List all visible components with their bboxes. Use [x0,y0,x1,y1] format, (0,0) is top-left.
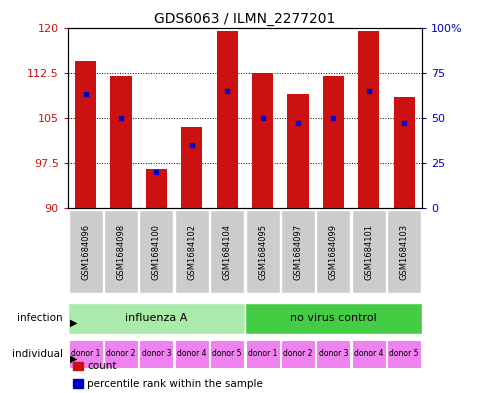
FancyBboxPatch shape [68,303,244,334]
Text: donor 1: donor 1 [247,349,277,358]
Text: GSM1684099: GSM1684099 [328,224,337,279]
FancyBboxPatch shape [316,340,350,368]
FancyBboxPatch shape [104,340,138,368]
Text: GSM1684102: GSM1684102 [187,224,196,279]
Bar [110,76,131,208]
FancyBboxPatch shape [280,210,315,293]
FancyBboxPatch shape [244,303,421,334]
FancyBboxPatch shape [351,340,385,368]
Text: percentile rank within the sample: percentile rank within the sample [87,378,263,389]
Text: no virus control: no virus control [289,313,376,323]
FancyBboxPatch shape [210,340,244,368]
Bar [146,169,166,208]
FancyBboxPatch shape [68,210,103,293]
Text: individual: individual [12,349,63,359]
FancyBboxPatch shape [245,340,279,368]
Bar [216,31,237,208]
Text: GSM1684103: GSM1684103 [399,224,408,279]
Text: count: count [87,361,117,371]
Text: donor 1: donor 1 [71,349,100,358]
FancyBboxPatch shape [280,340,315,368]
Bar [75,61,96,208]
FancyBboxPatch shape [104,210,138,293]
FancyBboxPatch shape [139,340,173,368]
Text: donor 2: donor 2 [106,349,136,358]
Text: donor 4: donor 4 [177,349,206,358]
Bar [358,31,378,208]
Text: GSM1684100: GSM1684100 [151,224,161,279]
Text: GSM1684097: GSM1684097 [293,224,302,279]
Bar [393,97,414,208]
Text: donor 5: donor 5 [389,349,418,358]
Text: donor 4: donor 4 [353,349,383,358]
Text: infection: infection [17,313,63,323]
Text: GSM1684098: GSM1684098 [116,224,125,279]
Text: GSM1684095: GSM1684095 [257,224,267,279]
Bar [252,73,272,208]
Text: GSM1684096: GSM1684096 [81,224,90,279]
Bar [322,76,343,208]
FancyBboxPatch shape [351,210,385,293]
Text: influenza A: influenza A [125,313,187,323]
Text: ▶: ▶ [70,353,77,364]
Text: ▶: ▶ [70,318,77,328]
FancyBboxPatch shape [174,340,209,368]
Title: GDS6063 / ILMN_2277201: GDS6063 / ILMN_2277201 [154,13,335,26]
Text: donor 3: donor 3 [141,349,171,358]
FancyBboxPatch shape [316,210,350,293]
FancyBboxPatch shape [245,210,279,293]
Bar [181,127,202,208]
FancyBboxPatch shape [386,210,421,293]
Text: GSM1684104: GSM1684104 [222,224,231,279]
Text: donor 2: donor 2 [283,349,312,358]
Text: GSM1684101: GSM1684101 [363,224,373,279]
Text: donor 3: donor 3 [318,349,348,358]
Text: donor 5: donor 5 [212,349,242,358]
Bar [287,94,308,208]
FancyBboxPatch shape [210,210,244,293]
FancyBboxPatch shape [68,340,103,368]
FancyBboxPatch shape [386,340,421,368]
FancyBboxPatch shape [139,210,173,293]
FancyBboxPatch shape [174,210,209,293]
